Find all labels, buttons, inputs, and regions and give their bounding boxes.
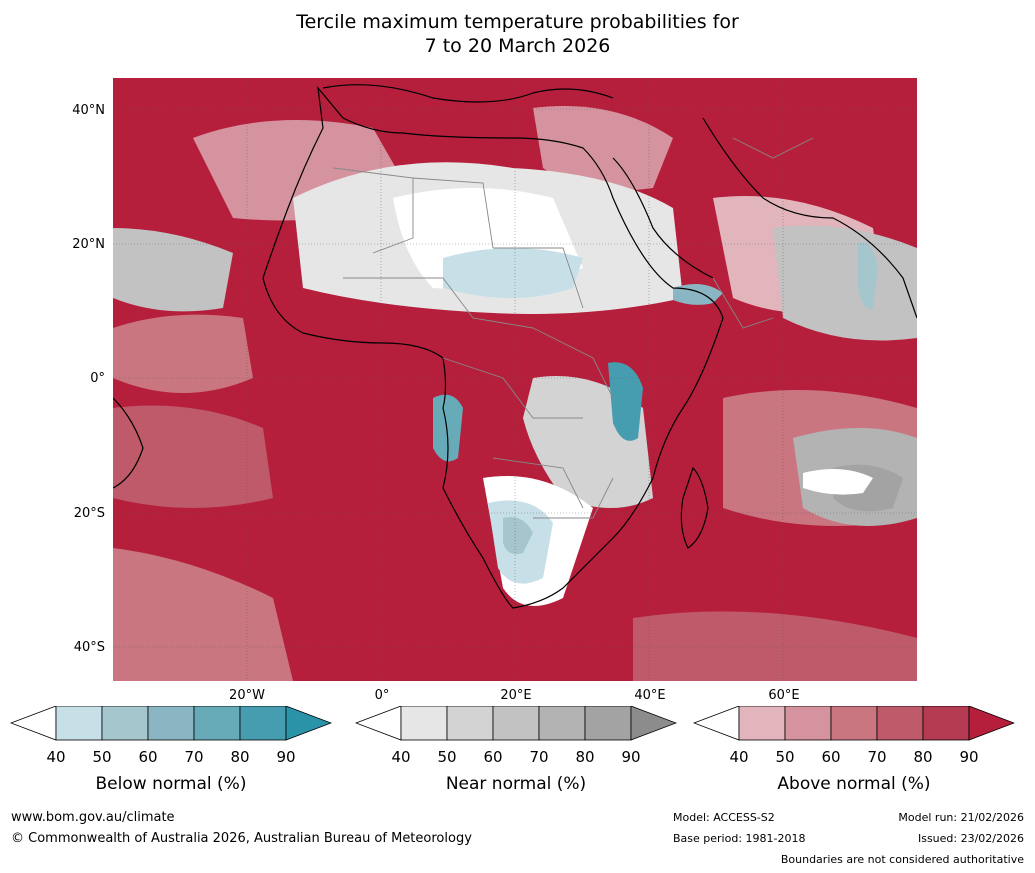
colorbar-below-ticks: 40 50 60 70 80 90 (10, 748, 332, 768)
lat-label-40s: 40°S (73, 640, 105, 655)
colorbar-segment (239, 706, 287, 741)
colorbar-segment (193, 706, 241, 741)
tick-above-60: 60 (821, 748, 841, 766)
colorbar-near-ticks: 40 50 60 70 80 90 (355, 748, 677, 768)
legend-near-normal: 40 50 60 70 80 90 Near normal (%) (355, 706, 677, 798)
colorbar-segment (876, 706, 924, 741)
issued-date: Issued: 23/02/2026 (917, 832, 1024, 845)
country-borders (332, 137, 814, 519)
colorbar-low-arrow (355, 706, 402, 741)
colorbar-segment (830, 706, 878, 741)
colorbar-low-arrow (693, 706, 740, 741)
tick-below-40: 40 (46, 748, 66, 766)
lon-label-60e: 60°E (768, 688, 800, 703)
website-link[interactable]: www.bom.gov.au/climate (11, 810, 175, 825)
lat-label-20s: 20°S (73, 506, 105, 521)
chart-title: Tercile maximum temperature probabilitie… (0, 10, 1035, 58)
colorbar-segment (400, 706, 448, 741)
lon-label-20w: 20°W (229, 688, 265, 703)
colorbar-segment (446, 706, 494, 741)
tick-below-80: 80 (230, 748, 250, 766)
tick-below-90: 90 (276, 748, 296, 766)
lon-label-20e: 20°E (500, 688, 532, 703)
tick-below-70: 70 (184, 748, 204, 766)
colorbar-high-arrow (285, 706, 332, 741)
colorbar-segment (101, 706, 149, 741)
tick-below-60: 60 (138, 748, 158, 766)
boundaries-disclaimer: Boundaries are not considered authoritat… (780, 853, 1024, 866)
colorbar-segment (784, 706, 832, 741)
graticule (113, 78, 917, 681)
tick-near-40: 40 (391, 748, 411, 766)
lon-label-0: 0° (374, 688, 390, 703)
lon-label-40e: 40°E (634, 688, 666, 703)
model-run-date: Model run: 21/02/2026 (898, 811, 1024, 824)
legend-below-normal: 40 50 60 70 80 90 Below normal (%) (10, 706, 332, 798)
title-line-2: 7 to 20 March 2026 (424, 35, 611, 57)
probability-map[interactable] (113, 78, 917, 681)
tick-above-50: 50 (775, 748, 795, 766)
colorbar-segment (922, 706, 970, 741)
map-canvas (113, 78, 917, 681)
tick-near-70: 70 (529, 748, 549, 766)
legend-above-normal: 40 50 60 70 80 90 Above normal (%) (693, 706, 1015, 798)
tick-above-90: 90 (959, 748, 979, 766)
tick-above-40: 40 (729, 748, 749, 766)
colorbar-segment (147, 706, 195, 741)
colorbar-below-normal (10, 706, 332, 741)
lat-label-equator: 0° (90, 371, 105, 386)
copyright-text: © Commonwealth of Australia 2026, Austra… (11, 831, 472, 846)
model-name: Model: ACCESS-S2 (673, 811, 775, 824)
tick-above-70: 70 (867, 748, 887, 766)
legend-near-label: Near normal (%) (445, 774, 587, 794)
colorbar-segment (738, 706, 786, 741)
colorbar-above-ticks: 40 50 60 70 80 90 (693, 748, 1015, 768)
colorbar-segment (584, 706, 632, 741)
base-period: Base period: 1981-2018 (673, 832, 806, 845)
colorbar-high-arrow (630, 706, 677, 741)
tick-below-50: 50 (92, 748, 112, 766)
tick-near-60: 60 (483, 748, 503, 766)
colorbar-above-normal (693, 706, 1015, 741)
lat-label-40n: 40°N (72, 103, 105, 118)
legend-below-label: Below normal (%) (95, 774, 247, 794)
title-line-1: Tercile maximum temperature probabilitie… (296, 11, 739, 33)
colorbar-low-arrow (10, 706, 57, 741)
colorbar-segment (492, 706, 540, 741)
tick-above-80: 80 (913, 748, 933, 766)
colorbar-high-arrow (968, 706, 1015, 741)
coastlines (113, 84, 917, 609)
lat-label-20n: 20°N (72, 237, 105, 252)
tick-near-90: 90 (621, 748, 641, 766)
colorbar-near-normal (355, 706, 677, 741)
legend-above-label: Above normal (%) (777, 774, 931, 794)
colorbar-segment (55, 706, 103, 741)
tick-near-50: 50 (437, 748, 457, 766)
colorbar-segment (538, 706, 586, 741)
tick-near-80: 80 (575, 748, 595, 766)
